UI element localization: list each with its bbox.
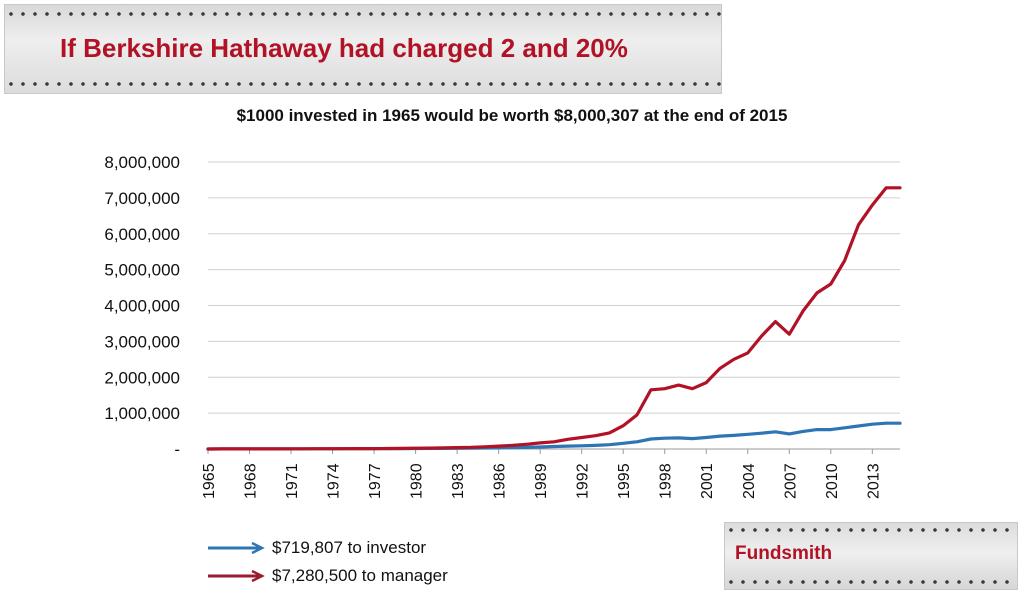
x-tick-label: 1986: [492, 463, 509, 499]
chart-subtitle: $1000 invested in 1965 would be worth $8…: [236, 106, 788, 125]
arrow-red-icon: [208, 570, 265, 582]
arrow-blue-icon: [208, 542, 265, 554]
gridlines: [208, 161, 900, 450]
brand-logo: Fundsmith: [735, 543, 833, 564]
x-tick-label: 1977: [367, 463, 384, 499]
y-tick-label: 7,000,000: [104, 189, 180, 208]
badge-dots-bottom: [725, 579, 1017, 585]
x-tick-label: 2013: [865, 463, 882, 499]
x-tick-label: 2004: [741, 463, 758, 499]
x-tick-label: 1980: [409, 463, 426, 499]
banner-title: If Berkshire Hathaway had charged 2 and …: [60, 33, 628, 63]
line-chart: - 1,000,000 2,000,000 3,000,000 4,000,000 5,0…: [104, 153, 902, 499]
y-tick-label: 3,000,000: [104, 332, 180, 351]
title-banner: If Berkshire Hathaway had charged 2 and …: [4, 4, 722, 94]
x-tick-label: 2001: [699, 463, 716, 499]
series-lines: [206, 186, 902, 451]
x-tick-label: 1968: [243, 463, 260, 499]
legend-label-investor: $719,807 to investor: [272, 538, 427, 557]
brand-badge: Fundsmith: [724, 522, 1018, 590]
y-tick-label: 8,000,000: [104, 153, 180, 172]
legend: $719,807 to investor $7,280,500 to manag…: [208, 534, 448, 590]
x-tick-label: 2010: [824, 463, 841, 499]
legend-label-manager: $7,280,500 to manager: [272, 566, 448, 585]
x-tick-label: 1998: [658, 463, 675, 499]
x-tick-label: 1992: [575, 463, 592, 499]
badge-dots-top: [725, 527, 1017, 533]
banner-dots-top: [5, 11, 721, 17]
y-tick-label: 1,000,000: [104, 404, 180, 423]
x-tick-label: 1983: [450, 463, 467, 499]
x-tick-label: 1974: [326, 463, 343, 499]
x-tick-label: 1971: [284, 463, 301, 499]
x-tick-label: 1965: [201, 463, 218, 499]
y-tick-label: 2,000,000: [104, 368, 180, 387]
y-tick-label: -: [174, 440, 180, 459]
legend-item-investor: $719,807 to investor: [208, 534, 448, 562]
series-line-manager: [206, 186, 902, 451]
series-line-investor: [206, 421, 902, 451]
x-tick-label: 2007: [782, 463, 799, 499]
y-axis-ticks: - 1,000,000 2,000,000 3,000,000 4,000,000 5,0…: [104, 153, 180, 459]
x-tick-label: 1989: [533, 463, 550, 499]
x-tick-label: 1995: [616, 463, 633, 499]
legend-item-manager: $7,280,500 to manager: [208, 562, 448, 590]
y-tick-label: 5,000,000: [104, 261, 180, 280]
x-axis-ticks: 1965 1968 1971 1974 1977 1980 1983 1986 1989 1992…: [201, 449, 882, 499]
y-tick-label: 4,000,000: [104, 297, 180, 316]
banner-dots-bottom: [5, 81, 721, 87]
y-tick-label: 6,000,000: [104, 225, 180, 244]
